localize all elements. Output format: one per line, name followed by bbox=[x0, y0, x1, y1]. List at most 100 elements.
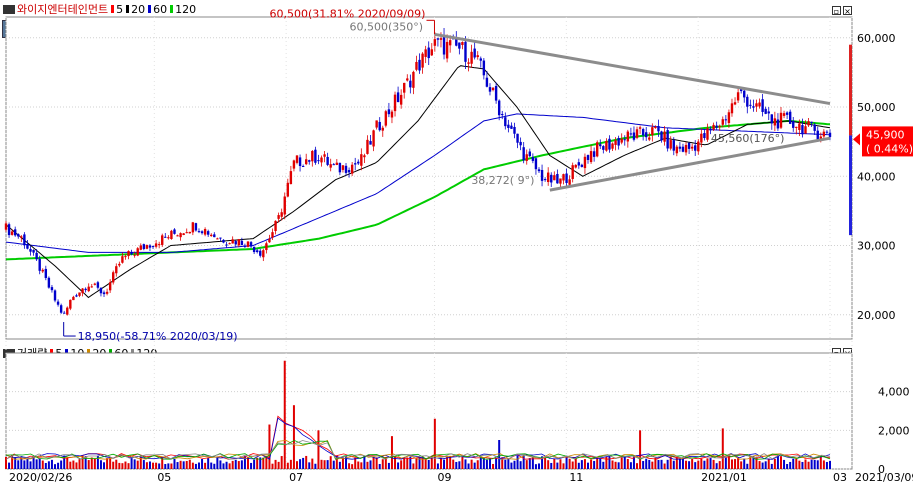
candle-body bbox=[464, 41, 467, 62]
candle-body bbox=[442, 34, 446, 55]
volume-bar bbox=[721, 428, 724, 469]
candle-body bbox=[485, 77, 489, 87]
volume-bar bbox=[103, 462, 106, 469]
volume-bar bbox=[274, 459, 277, 469]
candle-body bbox=[265, 243, 268, 251]
candle-body bbox=[439, 38, 443, 40]
volume-bar bbox=[415, 457, 418, 469]
candle-body bbox=[537, 169, 541, 172]
candle-body bbox=[592, 151, 596, 157]
volume-tick-label: 0 bbox=[878, 463, 885, 476]
volume-bar bbox=[495, 457, 498, 469]
volume-bar bbox=[593, 460, 596, 469]
volume-bar bbox=[96, 456, 99, 469]
price-panel-close-icon[interactable]: × bbox=[843, 6, 852, 16]
candle-body bbox=[589, 151, 593, 163]
volume-bar bbox=[550, 462, 553, 469]
volume-bar bbox=[280, 456, 283, 469]
volume-bar bbox=[222, 463, 225, 469]
candle-body bbox=[583, 156, 587, 169]
volume-bar bbox=[237, 461, 240, 469]
candle-body bbox=[118, 263, 121, 266]
price-ma-label-20: 20 bbox=[131, 2, 146, 16]
price-tick-label: 50,000 bbox=[857, 101, 896, 114]
candle-body bbox=[816, 130, 819, 140]
volume-bar bbox=[210, 462, 213, 469]
volume-bar bbox=[5, 457, 7, 469]
volume-bar bbox=[605, 456, 608, 469]
candle-body bbox=[29, 248, 32, 252]
volume-bar bbox=[47, 461, 50, 469]
candle-body bbox=[228, 243, 231, 245]
volume-bar bbox=[170, 463, 173, 469]
candle-body bbox=[393, 94, 397, 112]
candle-body bbox=[317, 160, 320, 162]
candle-body bbox=[271, 232, 274, 238]
candle-body bbox=[427, 47, 430, 59]
panel-menu-icon[interactable] bbox=[3, 4, 15, 14]
volume-bar bbox=[556, 462, 559, 469]
volume-bar bbox=[663, 463, 666, 469]
candle-body bbox=[161, 235, 164, 245]
candle-body bbox=[139, 245, 142, 250]
volume-bar bbox=[250, 462, 253, 469]
candle-body bbox=[577, 162, 581, 166]
candle-body bbox=[372, 130, 375, 147]
volume-bar bbox=[522, 455, 525, 469]
volume-bar bbox=[574, 457, 577, 469]
candle-body bbox=[231, 239, 234, 244]
candle-body bbox=[550, 174, 553, 183]
candle-body bbox=[436, 38, 440, 40]
candle-body bbox=[810, 121, 813, 123]
candle-body bbox=[96, 282, 100, 288]
price-annotation: 18,950(-58.71% 2020/03/19) bbox=[78, 330, 238, 343]
volume-bar bbox=[746, 463, 749, 469]
candle-body bbox=[476, 55, 479, 58]
volume-bar bbox=[734, 459, 737, 469]
candle-body bbox=[617, 138, 620, 146]
volume-bar bbox=[783, 459, 786, 469]
candle-body bbox=[461, 42, 464, 46]
volume-bar bbox=[801, 461, 804, 469]
volume-bar bbox=[375, 457, 378, 469]
candle-body bbox=[770, 114, 773, 124]
candle-body bbox=[543, 179, 547, 181]
candle-body bbox=[724, 119, 728, 121]
volume-bar bbox=[590, 459, 593, 469]
volume-bar bbox=[752, 455, 755, 469]
volume-bar bbox=[115, 459, 118, 469]
candle-body bbox=[363, 155, 366, 158]
volume-bar bbox=[510, 462, 513, 469]
candle-body bbox=[445, 41, 449, 59]
volume-bar bbox=[547, 460, 550, 469]
current-price-badge bbox=[862, 126, 913, 157]
candle-body bbox=[700, 133, 703, 143]
volume-bar bbox=[381, 459, 384, 469]
volume-bar bbox=[93, 458, 96, 469]
price-panel-restore-icon[interactable]: ▫ bbox=[832, 6, 841, 16]
volume-bar bbox=[792, 458, 795, 469]
volume-bar bbox=[397, 462, 400, 469]
candle-body bbox=[534, 158, 538, 170]
candle-body bbox=[323, 154, 326, 157]
candle-body bbox=[197, 231, 201, 233]
volume-bar bbox=[406, 457, 409, 469]
volume-ma-line bbox=[5, 440, 831, 460]
volume-bar bbox=[262, 457, 265, 469]
candle-body bbox=[418, 59, 421, 71]
volume-bar bbox=[798, 460, 801, 469]
candle-body bbox=[813, 124, 816, 131]
volume-bar bbox=[158, 463, 161, 469]
volume-bar bbox=[764, 461, 767, 469]
volume-bar bbox=[626, 459, 629, 469]
volume-bar bbox=[145, 462, 148, 469]
price-range-bar-down bbox=[849, 135, 852, 236]
volume-bar bbox=[773, 458, 776, 469]
candle-body bbox=[743, 90, 746, 98]
volume-ma-line bbox=[5, 439, 831, 460]
volume-bar bbox=[127, 463, 130, 469]
candle-body bbox=[595, 142, 599, 157]
trendline bbox=[434, 32, 831, 106]
volume-bar bbox=[228, 463, 231, 469]
volume-bar bbox=[544, 457, 547, 469]
